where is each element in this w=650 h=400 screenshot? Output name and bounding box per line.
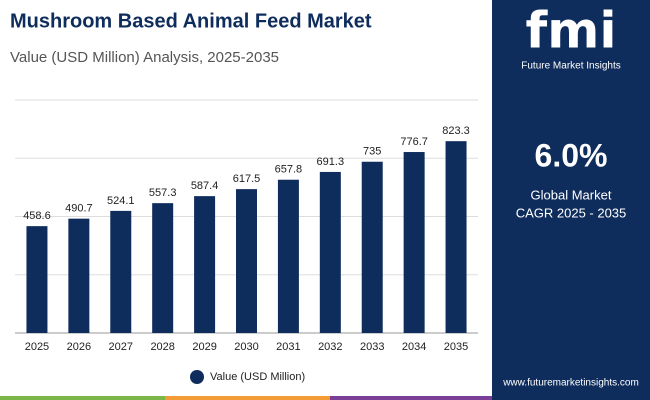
x-tick-label: 2026: [67, 341, 91, 353]
stripe: [0, 396, 165, 400]
chart-title: Mushroom Based Animal Feed Market: [10, 10, 372, 32]
legend-label: Value (USD Million): [210, 371, 305, 383]
stripe: [492, 396, 650, 400]
bar: [68, 218, 90, 333]
bar: [194, 196, 216, 333]
x-tick-label: 2029: [192, 341, 216, 353]
stripe: [165, 396, 330, 400]
legend-swatch: [190, 370, 204, 384]
logo: fmi: [526, 2, 617, 60]
website: www.futuremarketinsights.com: [502, 378, 639, 389]
data-label: 617.5: [233, 173, 261, 185]
x-tick-label: 2033: [360, 341, 384, 353]
data-label: 587.4: [191, 180, 219, 192]
bar: [26, 226, 48, 333]
data-label: 458.6: [23, 210, 51, 222]
x-tick-label: 2028: [150, 341, 174, 353]
brand: Future Market Insights: [521, 61, 620, 72]
chart-subtitle: Value (USD Million) Analysis, 2025-2035: [10, 49, 279, 66]
data-label: 524.1: [107, 195, 135, 207]
data-label: 657.8: [275, 164, 303, 176]
cagr-value: 6.0%: [535, 137, 608, 173]
bar: [110, 210, 132, 333]
data-label: 691.3: [317, 156, 345, 168]
data-label: 735: [363, 146, 381, 158]
x-tick-label: 2035: [444, 341, 468, 353]
cagr-label: Global Market: [531, 187, 612, 202]
x-tick-label: 2027: [109, 341, 133, 353]
data-label: 823.3: [442, 125, 470, 137]
bar: [361, 161, 383, 333]
cagr-label: CAGR 2025 - 2035: [516, 205, 627, 220]
data-label: 776.7: [400, 136, 428, 148]
bar: [445, 141, 467, 333]
bar: [277, 179, 299, 333]
data-label: 557.3: [149, 187, 177, 199]
sidebar: [492, 0, 650, 400]
bar: [319, 171, 341, 333]
x-tick-label: 2025: [25, 341, 49, 353]
data-label: 490.7: [65, 203, 93, 215]
bar: [403, 152, 425, 333]
bar: [236, 189, 257, 333]
x-tick-label: 2034: [402, 341, 426, 353]
x-tick-label: 2031: [276, 341, 300, 353]
bar: [152, 203, 174, 333]
stripe: [330, 396, 492, 400]
x-tick-label: 2030: [234, 341, 258, 353]
x-tick-label: 2032: [318, 341, 342, 353]
